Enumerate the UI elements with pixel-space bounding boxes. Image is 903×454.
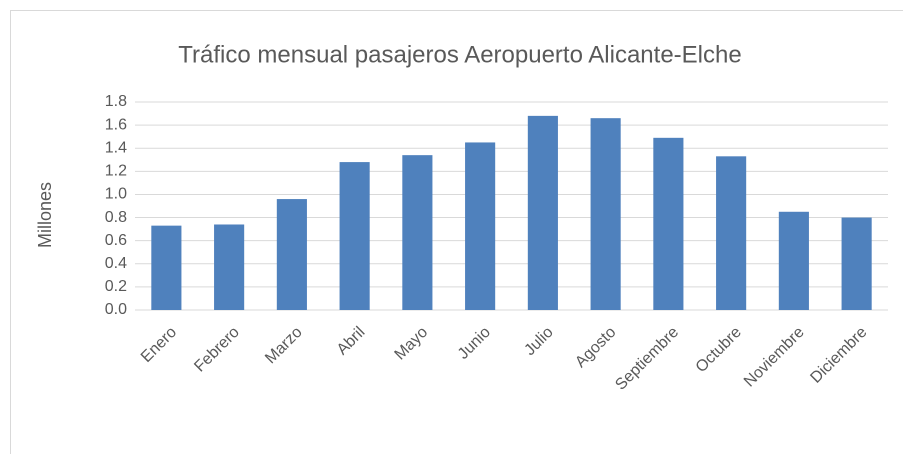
y-tick-label: 0.6 xyxy=(105,232,127,249)
bar xyxy=(465,142,496,310)
bar xyxy=(653,137,684,310)
chart-title: Tráfico mensual pasajeros Aeropuerto Ali… xyxy=(178,41,741,68)
bar xyxy=(151,225,182,310)
bar xyxy=(778,211,809,310)
bar xyxy=(339,162,370,310)
y-tick-label: 1.4 xyxy=(105,139,127,156)
y-tick-label: 1.6 xyxy=(105,116,127,133)
bar xyxy=(716,156,747,310)
bar xyxy=(402,155,433,310)
y-tick-label: 0.8 xyxy=(105,209,127,226)
y-tick-label: 1.0 xyxy=(105,186,127,203)
y-axis-label: Millones xyxy=(35,182,55,248)
bar xyxy=(590,118,621,310)
y-tick-label: 0.2 xyxy=(105,278,127,295)
y-tick-label: 1.2 xyxy=(105,163,127,180)
bar xyxy=(841,217,872,310)
y-tick-label: 0.0 xyxy=(105,301,127,318)
bar xyxy=(214,224,245,310)
bar xyxy=(276,199,307,310)
y-tick-label: 1.8 xyxy=(105,93,127,110)
chart-border xyxy=(10,10,903,454)
y-tick-label: 0.4 xyxy=(105,255,127,272)
bar xyxy=(527,115,558,310)
